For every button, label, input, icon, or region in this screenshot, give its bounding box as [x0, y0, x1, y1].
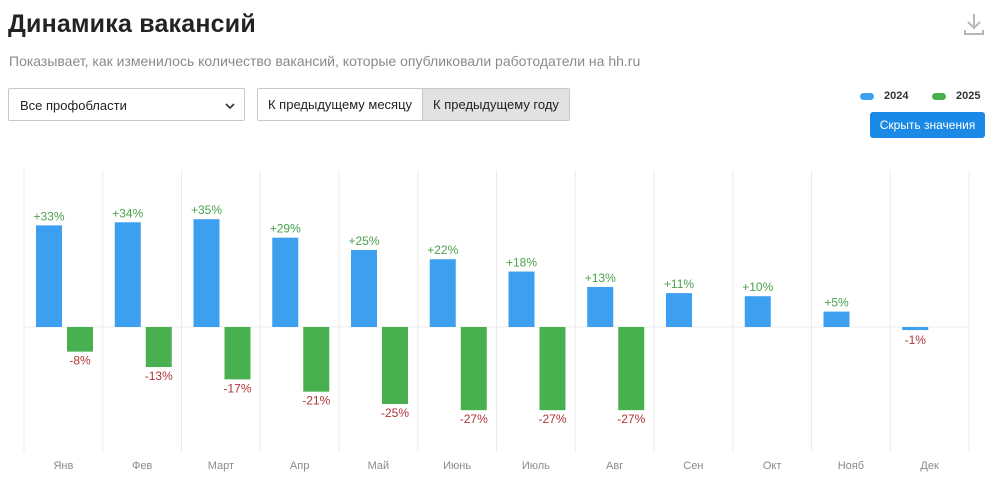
x-tick-label: Янв — [53, 460, 73, 472]
data-label-2025: -25% — [381, 406, 409, 420]
period-option-year[interactable]: К предыдущему году — [422, 89, 569, 120]
x-tick-label: Фев — [132, 460, 152, 472]
data-label-2024: +29% — [270, 222, 301, 236]
bar-2024 — [193, 219, 220, 327]
legend-label-2025: 2025 — [956, 90, 981, 102]
bar-2024 — [36, 225, 62, 327]
period-option-month[interactable]: К предыдущему месяцу — [258, 89, 423, 120]
bar-2024 — [823, 311, 850, 327]
page-title: Динамика вакансий — [8, 10, 256, 38]
data-label-2024: +5% — [824, 296, 849, 310]
bar-2024 — [587, 286, 614, 327]
data-label-2025: -17% — [223, 381, 251, 395]
chart-legend: 2024 2025 — [860, 90, 985, 104]
x-tick-label: Март — [208, 460, 234, 472]
profarea-select[interactable]: Все профобласти — [8, 88, 245, 121]
legend-label-2024: 2024 — [884, 90, 909, 102]
data-label-2025: -27% — [617, 412, 645, 426]
hide-values-button[interactable]: Скрыть значения — [870, 112, 985, 138]
legend-swatch-2025 — [932, 92, 946, 100]
data-label-2025: -8% — [69, 354, 91, 368]
data-label-2025: -13% — [145, 369, 173, 383]
bar-2025 — [145, 327, 172, 368]
bar-2025 — [67, 327, 93, 352]
data-label-2024: +18% — [506, 256, 537, 270]
x-tick-label: Апр — [290, 460, 309, 472]
bar-2025 — [618, 327, 645, 411]
data-label-2024: +13% — [585, 271, 616, 285]
data-label-2024: +22% — [427, 243, 458, 257]
bar-2025 — [224, 327, 251, 380]
bar-2024 — [508, 271, 535, 327]
period-toggle: К предыдущему месяцу К предыдущему году — [257, 88, 570, 121]
x-tick-label: Окт — [763, 460, 782, 472]
x-tick-label: Май — [368, 460, 390, 472]
legend-item-2025[interactable]: 2025 — [932, 90, 980, 102]
bar-2025 — [303, 327, 330, 392]
x-tick-label: Сен — [683, 460, 703, 472]
bar-2024 — [902, 327, 929, 331]
bar-2025 — [382, 327, 408, 404]
download-icon[interactable] — [960, 10, 988, 38]
data-label-2024: +10% — [742, 280, 773, 294]
bar-2024 — [666, 293, 692, 327]
bar-2024 — [351, 250, 377, 327]
bar-2024 — [272, 237, 299, 327]
data-label-2024: +33% — [33, 209, 64, 223]
x-tick-label: Июль — [522, 460, 550, 472]
legend-item-2024[interactable]: 2024 — [860, 90, 908, 102]
data-label-2025: -27% — [460, 412, 488, 426]
bar-2025 — [460, 327, 487, 411]
profarea-select-value: Все профобласти — [20, 98, 127, 113]
chevron-down-icon — [225, 103, 235, 110]
data-label-2024: +25% — [348, 234, 379, 248]
data-label-2025: -21% — [302, 394, 330, 408]
x-tick-label: Нояб — [838, 460, 864, 472]
page-subtitle: Показывает, как изменилось количество ва… — [9, 53, 641, 69]
x-tick-label: Дек — [920, 460, 939, 472]
x-tick-label: Июнь — [443, 460, 471, 472]
bar-2024 — [429, 259, 456, 327]
data-label-2024: +11% — [664, 277, 694, 291]
x-tick-label: Авг — [606, 460, 623, 472]
data-label-2024: +34% — [112, 206, 143, 220]
data-label-2024: -1% — [905, 333, 927, 347]
bar-2024 — [114, 222, 141, 327]
data-label-2024: +35% — [191, 203, 222, 217]
legend-swatch-2024 — [860, 92, 874, 100]
bar-2024 — [744, 296, 771, 327]
bar-2025 — [539, 327, 566, 411]
data-label-2025: -27% — [538, 412, 566, 426]
